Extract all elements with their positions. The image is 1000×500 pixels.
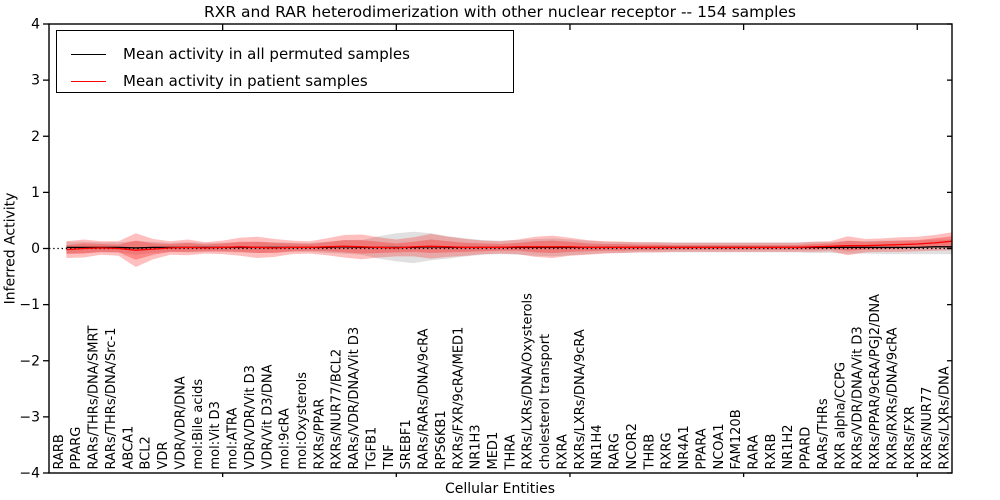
uncertainty-bands (66, 231, 952, 267)
y-tick-label: 1 (31, 185, 40, 201)
x-category-label: RXRs/NUR77/BCL2 (330, 349, 345, 470)
patient-mean-line (66, 240, 953, 251)
x-category-label: NR1H2 (781, 424, 796, 469)
chart-title: RXR and RAR heterodimerization with othe… (203, 3, 797, 21)
x-category-label: RARs/VDR/DNA/Vit D3 (347, 327, 362, 470)
x-category-label: TNF (382, 444, 397, 470)
x-category-label: NCOR2 (625, 423, 640, 469)
x-category-label: VDR (156, 442, 171, 470)
x-category-label: THRB (642, 434, 657, 471)
x-category-label: RARB (52, 434, 67, 469)
x-category-label: PPARG (69, 427, 84, 470)
y-tick-label: 4 (31, 17, 40, 33)
y-tick-label: −3 (19, 409, 40, 425)
x-category-label: RARs/THRs/DNA/SMRT (87, 325, 102, 469)
x-category-label: RXRs/FXR (903, 406, 918, 470)
legend-item-patient: Mean activity in patient samples (71, 69, 513, 93)
x-category-label: BCL2 (139, 436, 154, 469)
y-tick-label: −1 (19, 297, 40, 313)
x-category-label: RARs/RARs/DNA/9cRA (417, 328, 432, 469)
x-category-label: RXRB (764, 434, 779, 470)
x-category-label: MED1 (486, 432, 501, 470)
legend-item-permuted: Mean activity in all permuted samples (71, 42, 513, 66)
x-category-label: cholesterol transport (538, 334, 553, 470)
x-category-label: RXRs/LXRs/DNA/9cRA (573, 329, 588, 469)
x-category-label: RXR alpha/CCPG (833, 362, 848, 470)
x-category-label: NR1H4 (590, 424, 605, 469)
x-category-label: mol:Vit D3 (208, 401, 223, 469)
x-category-label: RXRs/FXR/9cRA/MED1 (451, 327, 466, 470)
x-category-label: VDR/VDR/Vit D3 (243, 365, 258, 469)
x-category-label: mol:Oxysterols (295, 372, 310, 470)
y-tick-label: −2 (19, 353, 40, 369)
x-category-label: RXRs/VDR/DNA/Vit D3 (851, 326, 866, 469)
legend-label-permuted: Mean activity in all permuted samples (123, 45, 410, 63)
y-tick-labels: 4 3 2 1 0 −1 −2 −3 −4 (19, 17, 40, 482)
x-category-label: RARG (608, 433, 623, 470)
x-category-label: SREBF1 (399, 419, 414, 469)
x-category-label: RXRs/PPAR (312, 399, 327, 470)
x-category-label: ABCA1 (121, 426, 136, 470)
y-axis-title: Inferred Activity (2, 192, 19, 305)
x-category-label: mol:9cRA (278, 408, 293, 470)
x-category-label: RXRs/PPAR/9cRA/PGJ2/DNA (868, 294, 883, 470)
x-category-label: VDR/VDR/DNA (173, 376, 188, 469)
y-tick-label: 0 (31, 241, 40, 257)
patient-line-swatch (71, 80, 106, 82)
x-category-label: mol:Bile acids (191, 379, 206, 470)
x-category-label: RPS6KB1 (434, 410, 449, 469)
x-category-label: FAM120B (729, 409, 744, 469)
x-tick-labels: RARB PPARG RARs/THRs/DNA/SMRT RARs/THRs/DNA… (52, 293, 953, 471)
x-category-label: TGFB1 (364, 427, 379, 471)
x-category-label: RARs/THRs/DNA/Src-1 (104, 328, 119, 470)
axis-ticks (43, 23, 952, 477)
x-axis-title: Cellular Entities (444, 481, 556, 497)
mean-lines (66, 240, 953, 251)
x-category-label: THRA (503, 434, 518, 470)
x-category-label: RXRs/NUR77 (920, 387, 935, 470)
x-category-label: RXRs/RXRs/DNA/9cRA (885, 327, 900, 469)
y-tick-label: 3 (31, 73, 40, 89)
x-category-label: RXRs/LXRs/DNA (938, 366, 953, 469)
x-category-label: RXRA (556, 434, 571, 469)
x-category-label: PPARA (694, 428, 709, 469)
y-tick-label: 2 (31, 129, 40, 145)
x-category-label: RARA (747, 435, 762, 470)
permuted-line-swatch (71, 53, 106, 55)
x-category-label: RXRG (660, 432, 675, 469)
y-tick-label: −4 (19, 466, 40, 482)
x-category-label: NCOA1 (712, 424, 727, 470)
patient-samples-range-outer-band (66, 232, 952, 267)
x-category-label: NR4A1 (677, 425, 692, 469)
x-category-label: PPARD (799, 427, 814, 470)
legend-label-patient: Mean activity in patient samples (123, 72, 368, 90)
x-category-label: RARs/THRs (816, 398, 831, 469)
x-category-label: VDR/Vit D3/DNA (260, 364, 275, 469)
x-category-label: mol:ATRA (226, 408, 241, 470)
legend: Mean activity in all permuted samples Me… (56, 30, 514, 93)
x-category-label: NR1H3 (469, 424, 484, 469)
x-category-label: RXRs/LXRs/DNA/Oxysterols (521, 293, 536, 470)
